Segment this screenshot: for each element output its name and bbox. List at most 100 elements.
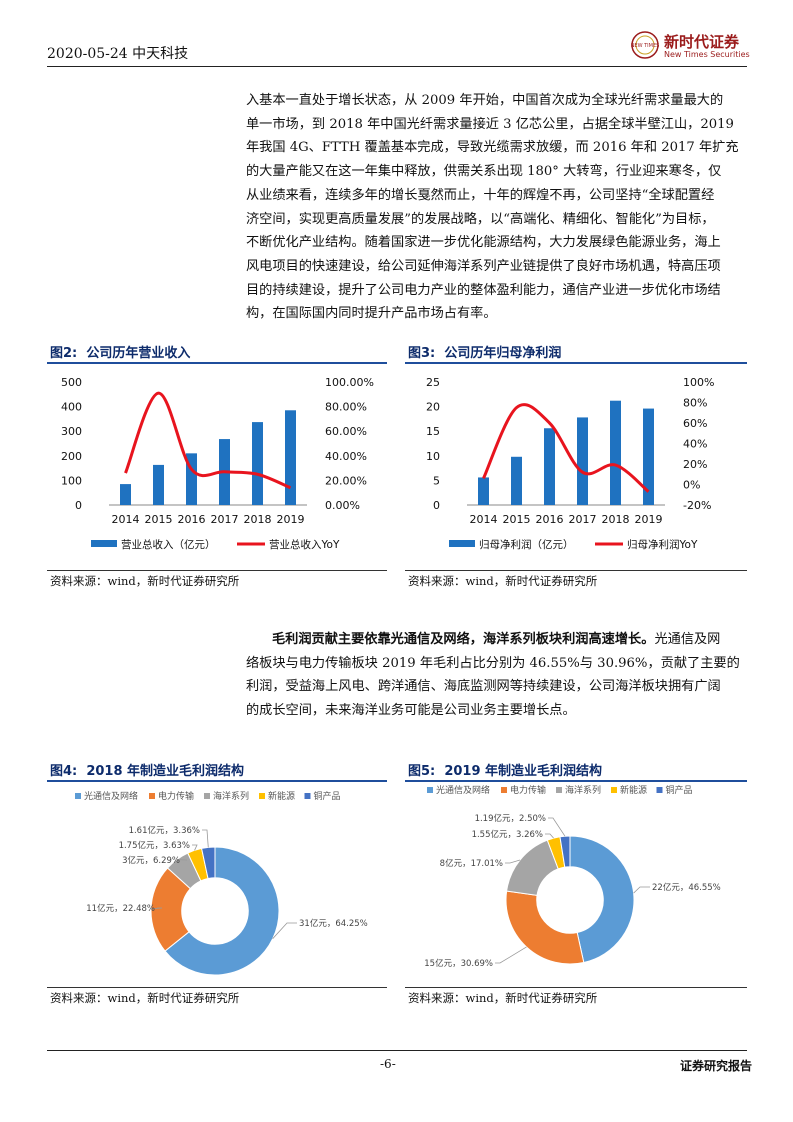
text-line: 年我国 4G、FTTH 覆盖基本完成，导致光缆需求放缓，而 2016 年和 20… <box>246 140 739 156</box>
legend-label: 新能源 <box>268 790 295 802</box>
legend-label: 铜产品 <box>666 784 693 796</box>
text-line: 目的持续建设，提升了公司电力产业的整体盈利能力，通信产业进一步优化市场结 <box>246 282 721 298</box>
bar <box>252 422 263 505</box>
figure-2-title: 图2: 公司历年营业收入 <box>50 342 190 361</box>
x-tick-label: 2017 <box>569 513 597 526</box>
legend-swatch <box>427 787 433 793</box>
y-tick-label: 20 <box>426 401 440 414</box>
source-note: 资料来源：wind，新时代证券研究所 <box>408 991 598 1005</box>
legend-swatch-bar <box>91 540 117 547</box>
y2-tick-label: 40.00% <box>325 450 367 463</box>
x-tick-label: 2018 <box>244 513 272 526</box>
bar <box>511 456 522 505</box>
y2-tick-label: 20% <box>683 458 707 471</box>
bar <box>643 408 654 505</box>
text-fragment: 光通信及网 <box>654 632 721 647</box>
bar <box>285 410 296 505</box>
text-line: 从业绩来看，连续多年的增长戛然而止，十年的辉煌不再，公司坚持“全球配置经 <box>246 187 715 203</box>
y2-tick-label: 100.00% <box>325 376 374 389</box>
slice-label: 3亿元，6.29% <box>122 855 180 866</box>
y-tick-label: 5 <box>433 474 440 487</box>
legend-label: 新能源 <box>620 784 647 796</box>
figure-5-bottom-rule <box>405 987 747 988</box>
legend-label: 营业总收入（亿元） <box>121 538 216 551</box>
x-tick-label: 2015 <box>145 513 173 526</box>
y2-tick-label: 80% <box>683 397 707 410</box>
leader-line <box>545 833 554 839</box>
logo-text: NEW TIMES <box>631 43 660 49</box>
footer-rule <box>47 1050 747 1051</box>
legend-label: 归母净利润YoY <box>627 538 698 551</box>
bold-lead: 毛利润贡献主要依靠光通信及网络，海洋系列板块利润高速增长。 <box>272 632 655 647</box>
source-note: 资料来源：wind，新时代证券研究所 <box>408 574 598 588</box>
leader-line <box>548 817 566 837</box>
text-line: 入基本一直处于增长状态，从 2009 年开始，中国首次成为全球光纤需求量最大的 <box>246 93 724 108</box>
x-tick-label: 2014 <box>470 513 498 526</box>
y2-tick-label: 0.00% <box>325 499 360 512</box>
figure-4-title: 图4: 2018 年制造业毛利润结构 <box>50 760 244 779</box>
y-tick-label: 0 <box>433 499 440 512</box>
bar <box>186 453 197 505</box>
legend-swatch <box>75 793 81 799</box>
legend-swatch <box>204 793 210 799</box>
brand-logo-icon: NEW TIMES <box>631 31 660 59</box>
header-date-company: 2020-05-24 中天科技 <box>47 46 189 62</box>
legend-swatch-bar <box>449 540 475 547</box>
legend-label: 光通信及网络 <box>436 784 490 796</box>
figure-5-top-rule <box>405 780 747 782</box>
text-line: 毛利润贡献主要依靠光通信及网络，海洋系列板块利润高速增长。光通信及网 <box>246 628 746 652</box>
legend-swatch <box>656 787 663 793</box>
source-note: 资料来源：wind，新时代证券研究所 <box>50 991 240 1005</box>
bar <box>577 417 588 505</box>
legend-label: 铜产品 <box>314 790 341 802</box>
figure-4-top-rule <box>47 780 387 782</box>
chart-profit-structure-2018: 光通信及网络 电力传输 海洋系列 新能源 铜产品 31亿元，64.25% 11亿元，22.4… <box>75 790 368 976</box>
figure-label: 图3: <box>408 346 436 361</box>
figure-3-top-rule <box>405 362 747 364</box>
y-tick-label: 10 <box>426 450 440 463</box>
x-tick-label: 2016 <box>536 513 564 526</box>
header-rule <box>47 66 747 67</box>
leader-line <box>633 886 650 894</box>
figure-5-title: 图5: 2019 年制造业毛利润结构 <box>408 760 602 779</box>
y2-tick-label: 20.00% <box>325 474 367 487</box>
legend-label: 归母净利润（亿元） <box>479 538 574 551</box>
y-tick-label: 300 <box>61 425 82 438</box>
donut-slice <box>164 846 280 976</box>
x-tick-label: 2017 <box>211 513 239 526</box>
footer-label: 证券研究报告 <box>680 1059 753 1073</box>
y2-tick-label: 0% <box>683 479 700 492</box>
legend-label: 电力传输 <box>158 790 194 802</box>
chart-title: 公司历年归母净利润 <box>444 346 562 361</box>
x-tick-label: 2019 <box>277 513 305 526</box>
legend-label: 光通信及网络 <box>84 790 138 802</box>
text-line: 济空间，实现更高质量发展”的发展战略，以“高端化、精细化、智能化”为目标， <box>246 211 715 227</box>
bar <box>153 464 164 505</box>
slice-label: 31亿元，64.25% <box>299 918 368 929</box>
legend-label: 海洋系列 <box>565 784 601 796</box>
donut-slice <box>505 890 585 965</box>
figure-label: 图5: <box>408 764 436 779</box>
legend-label: 营业总收入YoY <box>269 538 340 551</box>
x-tick-label: 2018 <box>602 513 630 526</box>
slice-label: 1.55亿元，3.26% <box>472 829 543 840</box>
legend-swatch <box>611 787 617 793</box>
body-paragraph-2: 毛利润贡献主要依靠光通信及网络，海洋系列板块利润高速增长。光通信及网 络板块与电… <box>246 628 746 723</box>
x-tick-label: 2019 <box>635 513 663 526</box>
text-line: 的成长空间，未来海洋业务可能是公司业务主要增长点。 <box>246 703 576 719</box>
figure-label: 图2: <box>50 346 78 361</box>
text-line: 利润，受益海上风电、跨洋通信、海底监测网等持续建设，公司海洋板块拥有广阔 <box>246 679 721 695</box>
y-tick-label: 500 <box>61 376 82 389</box>
leader-line <box>202 829 209 848</box>
y2-tick-label: 60.00% <box>325 425 367 438</box>
legend-label: 电力传输 <box>510 784 546 796</box>
figure-2-bottom-rule <box>47 570 387 571</box>
legend-swatch <box>149 793 155 799</box>
x-tick-label: 2015 <box>503 513 531 526</box>
text-line: 风电项目的快速建设，给公司延伸海洋系列产业链提供了良好市场机遇，特高压项 <box>246 258 721 274</box>
y2-tick-label: 100% <box>683 376 714 389</box>
donut-slice <box>569 835 635 964</box>
source-note: 资料来源：wind，新时代证券研究所 <box>50 574 240 588</box>
chart-revenue: 0 100 200 300 400 500 0.00% 20.00% 40.00% 60.00% 8… <box>61 376 374 551</box>
bar <box>478 477 489 505</box>
